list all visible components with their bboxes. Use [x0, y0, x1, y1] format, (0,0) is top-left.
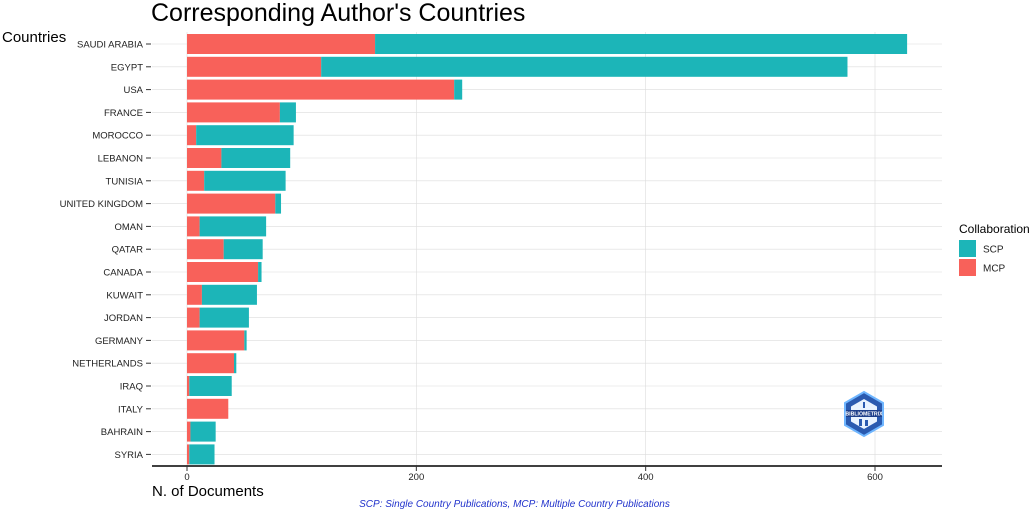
y-tick-label: EGYPT — [111, 62, 143, 73]
bar-mcp-france — [187, 102, 280, 123]
bar-mcp-bahrain — [187, 421, 191, 442]
bar-mcp-oman — [187, 216, 200, 237]
x-tick-label: 600 — [867, 472, 883, 483]
bar-scp-tunisia — [204, 170, 286, 191]
y-tick-label: KUWAIT — [106, 290, 143, 301]
bar-scp-iraq — [189, 376, 232, 396]
y-tick-label: SYRIA — [114, 450, 143, 461]
bar-scp-france — [279, 102, 296, 123]
bar-scp-jordan — [199, 307, 249, 328]
bar-mcp-egypt — [187, 56, 322, 77]
bar-mcp-usa — [187, 79, 455, 100]
y-tick-label: JORDAN — [104, 313, 143, 324]
caption: SCP: Single Country Publications, MCP: M… — [359, 499, 670, 510]
bar-mcp-syria — [187, 444, 190, 465]
bar-scp-bahrain — [190, 421, 216, 442]
y-tick-label: CANADA — [103, 268, 143, 279]
bar-mcp-kuwait — [187, 284, 202, 305]
bar-mcp-lebanon — [187, 148, 222, 168]
x-tick-label: 200 — [408, 472, 424, 483]
bibliometrix-logo: BIBLIOMETRIX — [844, 390, 884, 438]
x-tick-label: 0 — [184, 472, 189, 483]
bar-scp-egypt — [321, 56, 848, 77]
bar-mcp-qatar — [187, 239, 224, 260]
y-tick-label: SAUDI ARABIA — [77, 40, 144, 51]
x-tick-label: 400 — [638, 472, 654, 483]
y-tick-label: TUNISIA — [106, 176, 144, 187]
bar-mcp-italy — [187, 398, 229, 419]
y-axis-label: Countries — [2, 29, 66, 46]
legend-swatch-mcp — [959, 259, 976, 276]
y-tick-label: LEBANON — [98, 154, 144, 165]
bar-mcp-germany — [187, 330, 245, 351]
bar-mcp-tunisia — [187, 170, 205, 191]
y-tick-label: NETHERLANDS — [72, 359, 143, 370]
y-tick-label: USA — [123, 85, 143, 96]
bar-scp-kuwait — [201, 284, 257, 305]
legend-label-scp: SCP — [983, 245, 1004, 256]
bar-scp-morocco — [196, 125, 294, 146]
legend-swatch-scp — [959, 240, 976, 257]
chart-title: Corresponding Author's Countries — [151, 0, 525, 27]
bar-mcp-netherlands — [187, 353, 235, 374]
y-tick-label: ITALY — [118, 404, 144, 415]
bar-mcp-united-kingdom — [187, 193, 276, 214]
y-tick-label: UNITED KINGDOM — [60, 199, 143, 210]
bar-scp-united-kingdom — [275, 193, 282, 214]
bar-scp-oman — [199, 216, 267, 237]
bar-scp-syria — [189, 444, 215, 465]
bar-scp-saudi-arabia — [375, 34, 908, 54]
y-tick-label: MOROCCO — [92, 131, 143, 142]
bar-scp-netherlands — [234, 353, 237, 374]
y-tick-label: FRANCE — [104, 108, 143, 119]
bar-scp-germany — [244, 330, 247, 351]
bar-scp-canada — [258, 262, 262, 282]
legend: Collaboration SCP MCP — [959, 222, 1029, 276]
legend-title: Collaboration — [959, 222, 1029, 236]
bar-mcp-canada — [187, 262, 259, 282]
x-axis-label: N. of Documents — [152, 483, 264, 500]
svg-text:BIBLIOMETRIX: BIBLIOMETRIX — [845, 412, 883, 418]
bar-scp-lebanon — [221, 148, 291, 168]
legend-label-mcp: MCP — [983, 264, 1006, 275]
y-tick-label: BAHRAIN — [101, 427, 143, 438]
bar-mcp-iraq — [187, 376, 190, 396]
bar-scp-qatar — [223, 239, 263, 260]
bar-mcp-saudi-arabia — [187, 34, 376, 54]
y-tick-label: OMAN — [115, 222, 144, 233]
y-tick-labels: SAUDI ARABIA EGYPT USA FRANCE MOROCCO LEBANON… — [60, 40, 151, 461]
x-tick-labels: 0 200 400 600 — [184, 466, 883, 483]
bars — [187, 34, 908, 465]
y-tick-label: IRAQ — [120, 382, 143, 393]
y-tick-label: GERMANY — [95, 336, 144, 347]
y-tick-label: QATAR — [112, 245, 143, 256]
bar-mcp-morocco — [187, 125, 197, 146]
bar-scp-usa — [454, 79, 463, 100]
bar-mcp-jordan — [187, 307, 200, 328]
